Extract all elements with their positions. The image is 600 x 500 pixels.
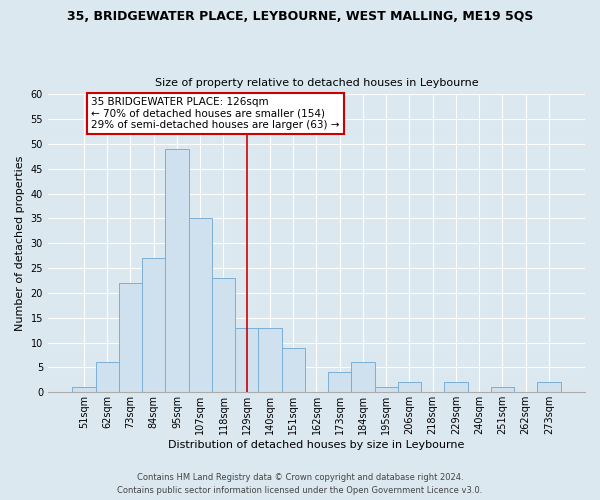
Bar [538,382,560,392]
Bar [259,328,281,392]
Bar [235,328,259,392]
Bar [328,372,352,392]
Bar [166,149,188,392]
Bar [374,388,398,392]
Title: Size of property relative to detached houses in Leybourne: Size of property relative to detached ho… [155,78,478,88]
Bar [119,283,142,393]
Bar [352,362,374,392]
X-axis label: Distribution of detached houses by size in Leybourne: Distribution of detached houses by size … [168,440,464,450]
Text: 35 BRIDGEWATER PLACE: 126sqm
← 70% of detached houses are smaller (154)
29% of s: 35 BRIDGEWATER PLACE: 126sqm ← 70% of de… [91,97,340,130]
Bar [281,348,305,393]
Bar [142,258,166,392]
Text: 35, BRIDGEWATER PLACE, LEYBOURNE, WEST MALLING, ME19 5QS: 35, BRIDGEWATER PLACE, LEYBOURNE, WEST M… [67,10,533,23]
Bar [491,388,514,392]
Bar [212,278,235,392]
Bar [398,382,421,392]
Bar [445,382,467,392]
Bar [95,362,119,392]
Bar [188,218,212,392]
Text: Contains HM Land Registry data © Crown copyright and database right 2024.
Contai: Contains HM Land Registry data © Crown c… [118,473,482,495]
Y-axis label: Number of detached properties: Number of detached properties [15,156,25,331]
Bar [73,388,95,392]
